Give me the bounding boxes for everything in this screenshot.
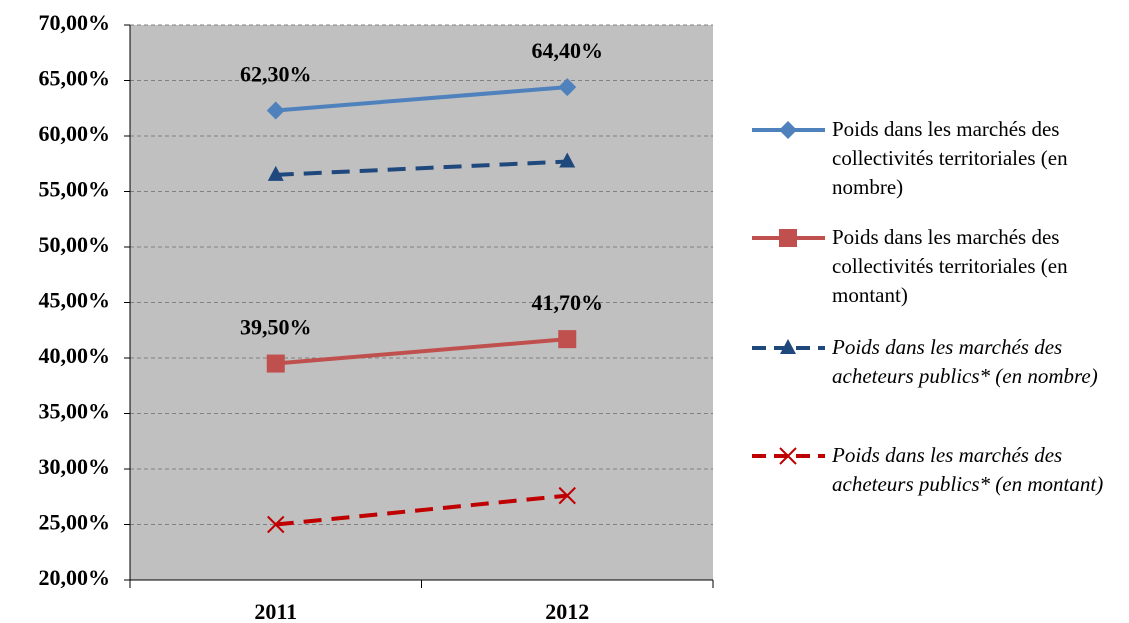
y-tick-label: 70,00% — [39, 10, 111, 35]
marker — [266, 354, 285, 373]
series-line — [275, 493, 568, 527]
marker — [267, 515, 285, 534]
y-tick-label: 45,00% — [39, 288, 111, 313]
series-line — [275, 337, 568, 366]
y-tick-label: 50,00% — [39, 232, 111, 257]
data-label: 41,70% — [532, 290, 604, 315]
marker — [558, 78, 577, 97]
y-tick-label: 60,00% — [39, 121, 111, 146]
y-tick-label: 25,00% — [39, 510, 111, 535]
y-tick-label: 65,00% — [39, 66, 111, 91]
series-line — [275, 85, 568, 113]
y-tick-label: 35,00% — [39, 399, 111, 424]
x-tick-label: 2011 — [254, 599, 297, 623]
legend-marker — [779, 447, 797, 465]
legend-marker — [780, 339, 796, 354]
data-label: 39,50% — [240, 315, 312, 340]
y-tick-label: 20,00% — [39, 565, 111, 590]
marker — [267, 165, 284, 181]
legend-label: Poids dans les marchés des acheteurs pub… — [832, 443, 1104, 496]
y-tick-label: 30,00% — [39, 454, 111, 479]
data-label: 64,40% — [532, 38, 604, 63]
marker — [558, 486, 576, 505]
y-tick-label: 40,00% — [39, 343, 111, 368]
marker — [559, 152, 576, 168]
marker — [558, 330, 577, 349]
marker — [266, 101, 285, 120]
legend-label: Poids dans les marchés des collectivités… — [832, 117, 1068, 199]
legend-label: Poids dans les marchés des collectivités… — [832, 225, 1068, 307]
data-label: 62,30% — [240, 62, 312, 87]
series-line — [275, 159, 568, 177]
legend-label: Poids dans les marchés des acheteurs pub… — [832, 335, 1098, 388]
y-tick-label: 55,00% — [39, 177, 111, 202]
x-tick-label: 2012 — [545, 599, 589, 623]
legend-marker — [779, 229, 797, 247]
legend-marker — [779, 121, 797, 139]
